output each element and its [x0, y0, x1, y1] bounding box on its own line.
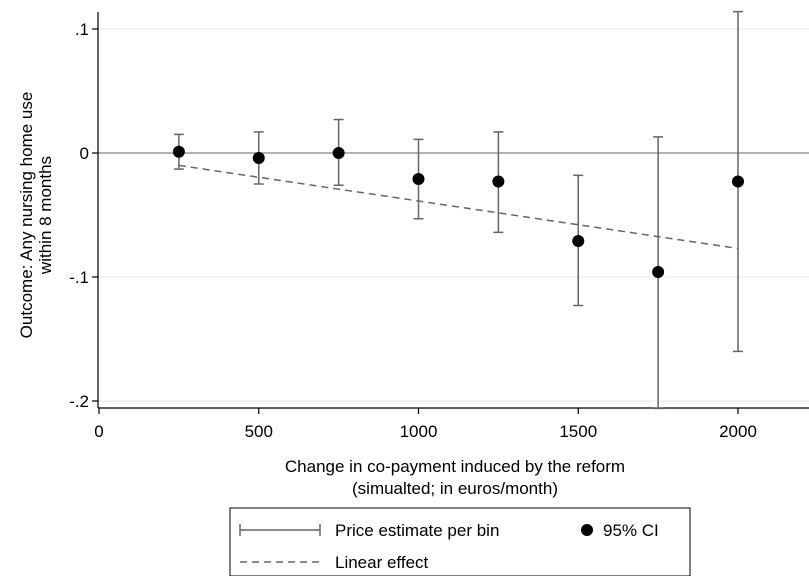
estimate-point: [732, 175, 744, 188]
x-axis-ticks: 0 500 1000 1500 2000: [94, 408, 757, 441]
y-axis-ticks: .1 0 -.1 -.2: [69, 20, 98, 411]
x-tick-label: 0: [94, 422, 103, 441]
legend-label-price-estimate: Price estimate per bin: [335, 521, 499, 540]
y-axis-title-line2: within 8 months: [36, 156, 55, 275]
linear-effect-series: [178, 164, 739, 250]
y-axis-title-line1: Outcome: Any nursing home use: [17, 92, 36, 339]
estimate-point: [412, 173, 425, 186]
grid-lines: [98, 28, 809, 402]
legend: Price estimate per bin 95% CI Linear eff…: [229, 507, 691, 576]
estimate-points-series: [172, 145, 744, 279]
legend-symbol-price-estimate: [239, 524, 321, 536]
y-tick-label: -.1: [69, 268, 89, 287]
legend-label-linear-effect: Linear effect: [335, 553, 429, 572]
estimate-point: [652, 266, 665, 279]
y-tick-label: -.2: [69, 392, 89, 411]
legend-label-ci: 95% CI: [603, 521, 659, 540]
estimate-point: [492, 175, 505, 188]
x-axis-title-line2: (simualted; in euros/month): [352, 479, 558, 498]
x-tick-label: 2000: [719, 422, 757, 441]
linear-effect-line: [178, 164, 739, 250]
legend-box: [229, 507, 691, 576]
x-tick-label: 1000: [400, 422, 438, 441]
x-tick-label: 500: [245, 422, 273, 441]
x-axis-title-line1: Change in co-payment induced by the refo…: [285, 457, 625, 476]
y-tick-label: 0: [80, 144, 89, 163]
legend-symbol-ci: [581, 524, 593, 536]
estimate-point: [572, 235, 585, 248]
estimate-point: [332, 147, 345, 159]
ci-bars-series: [173, 10, 743, 410]
y-tick-label: .1: [75, 20, 89, 39]
x-tick-label: 1500: [559, 422, 597, 441]
estimate-point: [252, 151, 265, 164]
axes: [97, 12, 809, 409]
estimate-point: [172, 145, 185, 158]
